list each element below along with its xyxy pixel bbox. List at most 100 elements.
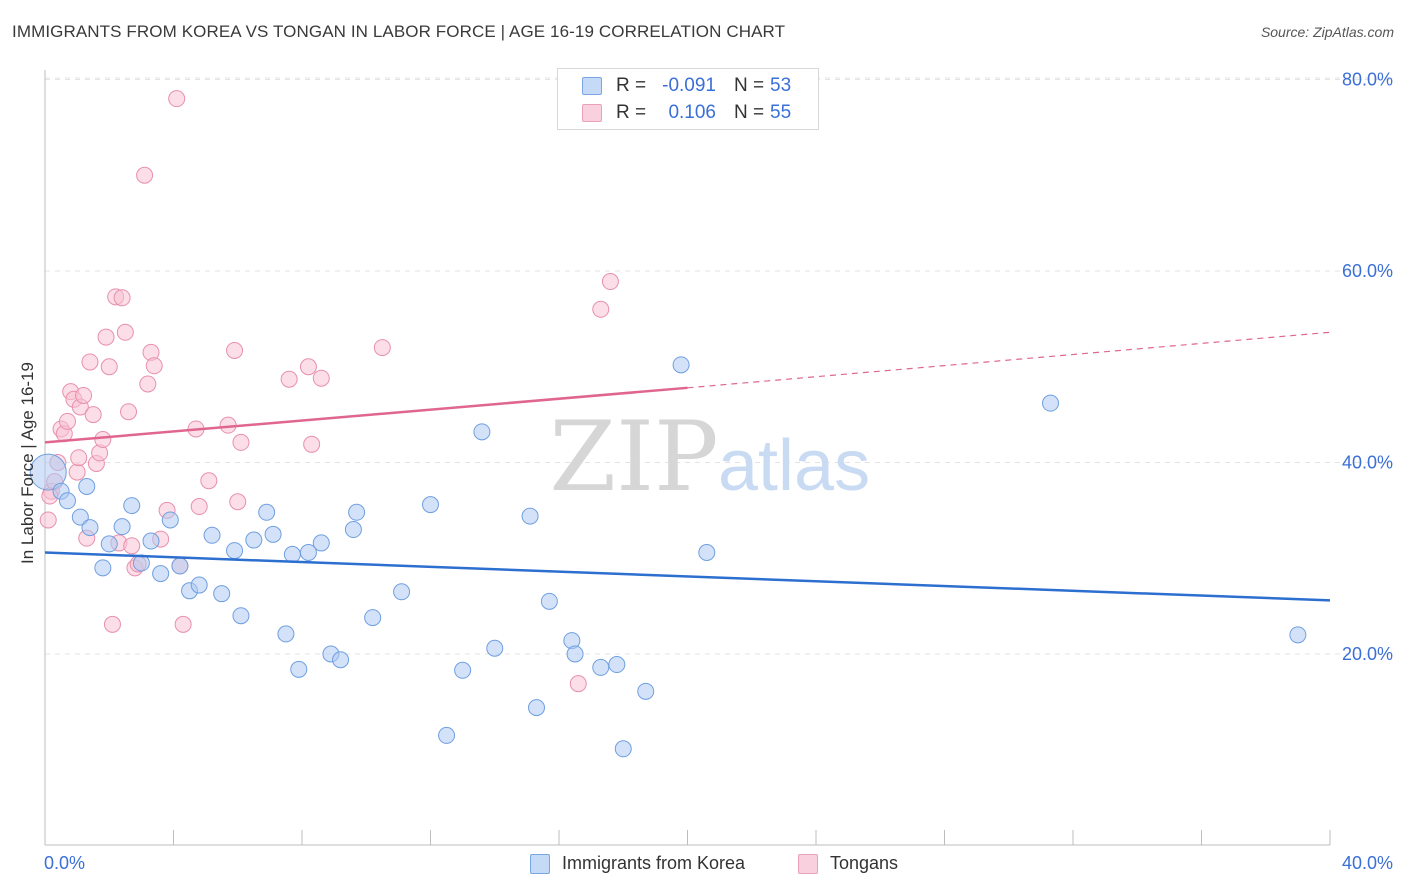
tongan-point [232, 433, 250, 451]
tongan-point [97, 328, 115, 346]
korea-point [161, 511, 179, 529]
grid-lines [45, 77, 1392, 655]
korea-point [364, 609, 382, 627]
korea-point [608, 656, 626, 674]
korea-point [78, 477, 96, 495]
korea-point [58, 492, 76, 510]
y-tick-label: 40.0% [1342, 453, 1393, 473]
korea-point [422, 496, 439, 514]
korea-point [171, 557, 189, 575]
x-tick-label: 40.0% [1342, 853, 1393, 873]
korea-point [113, 518, 131, 536]
korea-point [258, 503, 276, 521]
tongan-trend-extension [687, 331, 1331, 389]
korea-point [486, 639, 504, 657]
tongan-point [39, 511, 57, 529]
korea-point [344, 521, 362, 539]
korea-point [614, 740, 632, 758]
korea-point [393, 583, 411, 601]
tongan-point [103, 615, 121, 633]
tongan-r-label: R = [616, 102, 647, 123]
korea-trend-line [44, 551, 1331, 602]
korea-point [348, 503, 366, 521]
tongan-point [145, 357, 163, 375]
tongan-point [94, 431, 112, 449]
tongan-point [190, 498, 208, 516]
tongan-point [601, 273, 619, 291]
tongan-point [84, 406, 102, 424]
legend-swatch-tongan [798, 854, 818, 874]
tongan-n-label: N = [734, 102, 765, 123]
tongan-point [569, 675, 587, 693]
tongan-n-value: 55 [770, 102, 792, 123]
korea-point [299, 544, 317, 562]
tongan-point [303, 435, 321, 453]
korea-point [190, 576, 208, 594]
korea-n-value: 53 [770, 75, 792, 96]
source-label: Source: ZipAtlas.com [1260, 24, 1394, 40]
tongan-trend-line [44, 386, 688, 444]
korea-point [521, 507, 539, 525]
watermark: ZIP atlas [549, 401, 870, 513]
korea-r-label: R = [616, 75, 647, 96]
tongan-point [280, 370, 298, 388]
korea-point [540, 592, 558, 610]
korea-point [277, 625, 295, 643]
watermark-zip: ZIP [549, 401, 718, 513]
tongan-point [136, 166, 154, 184]
korea-point [123, 497, 141, 515]
y-tick-label: 80.0% [1342, 70, 1393, 90]
korea-point [142, 532, 160, 550]
korea-point [473, 423, 491, 441]
korea-point [283, 545, 301, 563]
chart-title: IMMIGRANTS FROM KOREA VS TONGAN IN LABOR… [12, 22, 786, 41]
stats-row-korea: R = -0.091 N = 53 [558, 73, 820, 99]
legend-swatch-korea [530, 854, 550, 874]
tongan-point [200, 472, 218, 490]
korea-point [528, 699, 546, 717]
korea-n-label: N = [734, 75, 765, 96]
legend-label-tongan: Tongans [830, 853, 899, 873]
tongan-point [113, 289, 131, 307]
tongan-point [312, 369, 330, 387]
tongan-point [229, 493, 247, 511]
korea-point [203, 526, 221, 544]
korea-point [1289, 626, 1307, 644]
tongan-points [39, 90, 619, 693]
watermark-atlas: atlas [718, 426, 870, 506]
korea-point [264, 525, 282, 543]
korea-point [698, 544, 716, 562]
korea-point [81, 519, 99, 537]
tongan-point [592, 300, 610, 318]
korea-point [290, 660, 308, 678]
korea-point [245, 531, 263, 549]
legend-label-korea: Immigrants from Korea [562, 853, 746, 873]
korea-point [94, 559, 112, 577]
tongan-point [116, 323, 134, 341]
korea-point [1042, 394, 1060, 412]
korea-point [226, 542, 244, 560]
korea-point [637, 682, 655, 700]
korea-point [232, 607, 250, 625]
tongan-point [139, 375, 157, 393]
korea-point [438, 726, 456, 744]
x-tick-label: 0.0% [44, 853, 85, 873]
tongan-r-value: 0.106 [668, 102, 716, 123]
tongan-point [75, 386, 93, 404]
korea-point [71, 508, 89, 526]
y-tick-label: 60.0% [1342, 261, 1393, 281]
tongan-point [100, 358, 118, 376]
korea-point [454, 661, 472, 679]
y-axis-title: In Labor Force | Age 16-19 [18, 362, 37, 564]
tongan-point [168, 90, 186, 108]
tongan-point [120, 403, 138, 421]
korea-point-large [29, 453, 67, 491]
korea-point [672, 356, 690, 374]
trend-lines [44, 331, 1331, 602]
stats-legend: R = -0.091 N = 53 R = 0.106 N = 55 [557, 68, 819, 130]
tongan-point [226, 341, 244, 359]
tongan-point [299, 358, 317, 376]
korea-point [566, 645, 584, 663]
tongan-point [70, 449, 88, 467]
tongan-point [174, 615, 192, 633]
